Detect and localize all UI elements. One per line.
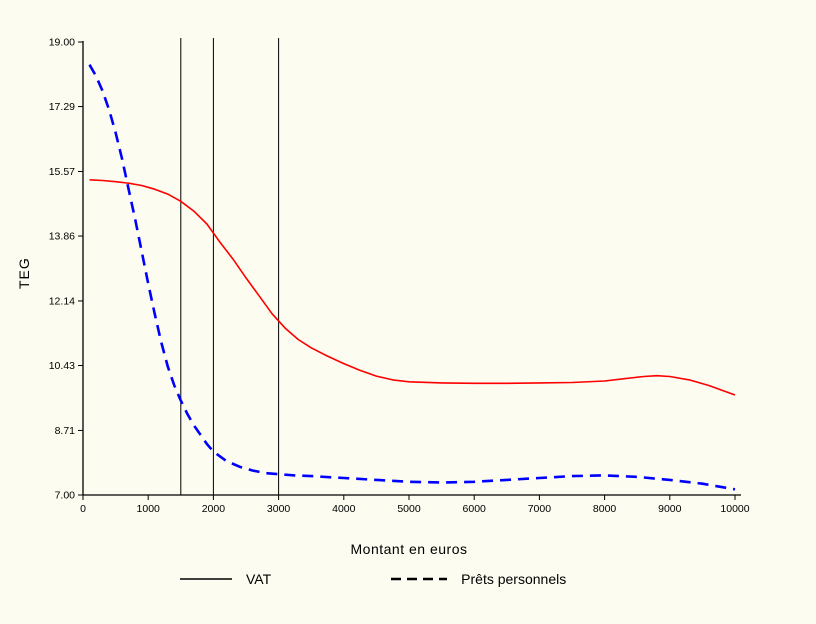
prets-line-sample-icon bbox=[391, 577, 448, 581]
y-tick-label: 7.00 bbox=[55, 490, 76, 502]
y-tick-label: 8.71 bbox=[55, 425, 76, 437]
x-tick-label: 10000 bbox=[720, 503, 749, 515]
x-tick-label: 5000 bbox=[397, 503, 421, 515]
y-tick-label: 17.29 bbox=[49, 101, 75, 113]
series-line-vat bbox=[89, 179, 736, 396]
x-tick-label: 4000 bbox=[332, 503, 356, 515]
x-tick-label: 7000 bbox=[528, 503, 552, 515]
x-tick-label: 3000 bbox=[267, 503, 291, 515]
x-axis-title: Montant en euros bbox=[350, 541, 468, 557]
x-tick-label: 2000 bbox=[202, 503, 226, 515]
legend-item-prets-personnels: Prêts personnels bbox=[389, 571, 566, 587]
y-axis-title: TEG bbox=[16, 257, 32, 289]
x-tick-label: 6000 bbox=[463, 503, 487, 515]
x-tick-label: 0 bbox=[80, 503, 86, 515]
legend-item-vat: VAT bbox=[178, 571, 271, 587]
y-tick-label: 13.86 bbox=[49, 231, 75, 243]
legend-label-vat: VAT bbox=[246, 571, 272, 587]
series-line-pr-ts-personnels bbox=[88, 64, 736, 491]
x-tick-label: 9000 bbox=[658, 503, 682, 515]
y-tick-label: 12.14 bbox=[49, 295, 75, 307]
chart-legend: VAT Prêts personnels bbox=[178, 571, 566, 587]
x-tick-label: 8000 bbox=[593, 503, 617, 515]
vat-line-sample-icon bbox=[180, 578, 232, 580]
x-tick-label: 1000 bbox=[137, 503, 161, 515]
y-tick-label: 19.00 bbox=[49, 37, 75, 49]
y-tick-label: 15.57 bbox=[49, 166, 75, 178]
legend-label-prets-personnels: Prêts personnels bbox=[461, 571, 567, 587]
y-tick-label: 10.43 bbox=[49, 360, 75, 372]
